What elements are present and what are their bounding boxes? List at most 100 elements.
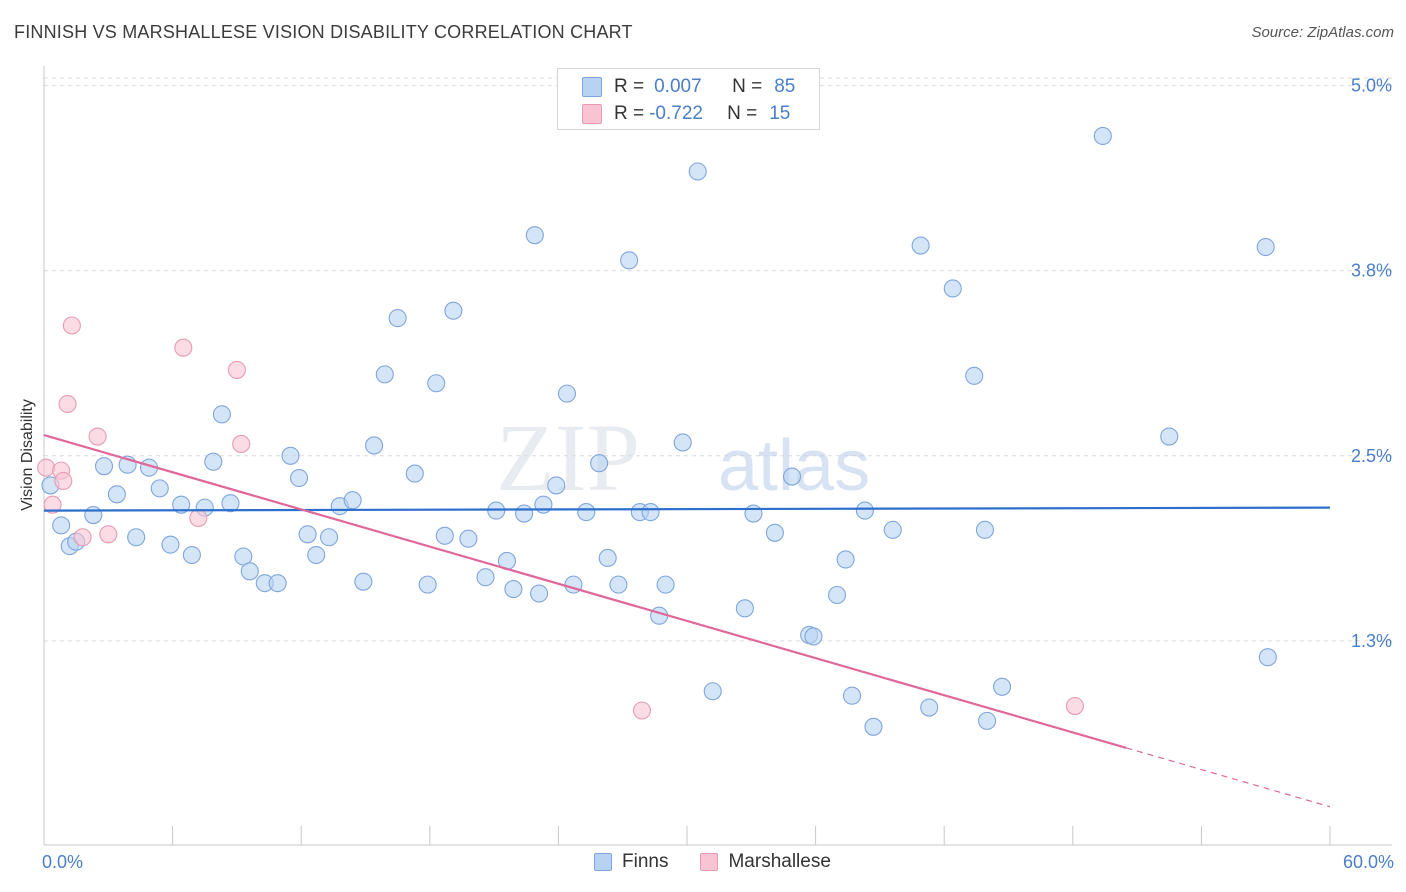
finns-point [842,686,862,705]
finns-point [530,584,549,603]
legend-n-label: N = [732,76,763,97]
legend-label-marshallese: Marshallese [728,851,831,872]
legend-n-value: 15 [769,103,791,124]
legend-n-value: 85 [774,76,796,97]
finns-point [84,505,103,525]
legend-swatch-marshallese [582,104,602,124]
legend-label-finns: Finns [622,851,669,872]
marshallese-point [58,394,77,414]
finns-point [1160,427,1179,446]
finns-point [883,520,902,539]
x-tick-label-max: 60.0% [1342,852,1394,872]
finns-point [598,548,617,568]
marshallese-point [54,471,73,491]
legend-r-label: R = [614,103,645,124]
y-tick-label: 5.0% [1351,76,1392,96]
finns-point [444,301,463,320]
finns-point [765,523,784,542]
finns-point [388,309,407,328]
marshallese-point [174,338,193,357]
finns-point [435,526,454,545]
finns-point [965,366,984,385]
finns-point [943,279,962,298]
finns-point [1258,648,1277,667]
finns-point [978,711,997,730]
y-tick-label: 1.3% [1351,631,1392,651]
y-tick-labels: 1.3% 2.5% 3.8% 5.0% [1351,76,1392,651]
finns-point [525,226,544,245]
finns-point [911,236,930,255]
marshallese-point [632,701,652,720]
marshallese-point [232,434,251,454]
finns-point [212,405,231,424]
marshallese-point [189,508,208,528]
legend-r-value: -0.722 [649,103,703,124]
finns-point [52,516,71,535]
finns-point [547,476,566,495]
finns-trend-line [43,506,1331,512]
finns-point [515,504,534,523]
finns-point [459,529,478,548]
correlation-legend: R = 0.007 N = 85 R = -0.722 N = 15 [557,68,820,130]
marshallese-point [88,427,107,446]
series-marshallese [37,316,1084,720]
finns-point [590,454,609,473]
finns-point [127,528,146,547]
finns-point [782,467,802,486]
series-legend: Finns Marshallese [594,851,863,873]
finns-point [1256,237,1275,257]
finns-point [1093,126,1112,146]
x-tick-label-min: 0.0% [42,852,84,872]
finns-point [418,575,437,594]
finns-point [172,495,191,514]
finns-point [107,485,126,504]
finns-point [673,433,692,452]
finns-point [365,436,384,455]
legend-swatch-finns [582,77,602,97]
finns-point [920,698,939,717]
finns-point [975,520,994,539]
legend-entry-finns[interactable]: Finns [594,851,668,873]
finns-point [204,452,223,471]
marshallese-point [37,458,56,477]
y-tick-label: 3.8% [1351,261,1392,281]
legend-swatch-marshallese [700,853,719,871]
finns-point [307,545,326,565]
finns-point [290,468,309,488]
finns-point [864,717,883,736]
finns-point [534,495,553,514]
finns-point [993,677,1012,696]
finns-point [298,525,317,544]
finns-point [476,568,495,587]
marshallese-point [62,316,81,335]
finns-point [641,503,660,522]
finns-point [504,580,523,599]
trend-lines [43,434,1331,808]
finns-point [744,504,763,523]
marshallese-point [1065,697,1084,716]
legend-entry-marshallese[interactable]: Marshallese [700,851,831,873]
finns-point [343,491,362,510]
marshallese-trend-extension [1126,747,1331,808]
chart-source: Source: ZipAtlas.com [1251,24,1394,41]
legend-row-finns: R = 0.007 N = 85 [582,74,795,100]
finns-point [320,528,339,547]
finns-point [557,384,577,403]
finns-point [650,606,669,625]
legend-row-marshallese: R = -0.722 N = 15 [582,101,790,127]
finns-point [281,446,300,465]
watermark-atlas: atlas [718,426,870,506]
finns-point [688,162,707,181]
finns-point [405,464,424,483]
chart-title: FINNISH VS MARSHALLESE VISION DISABILITY… [14,22,633,42]
watermark: ZIP atlas [496,404,870,511]
y-axis-label: Vision Disability [19,399,36,511]
marshallese-point [227,360,246,379]
finns-point [855,501,874,520]
y-tick-label: 2.5% [1351,446,1392,466]
finns-point [240,562,259,581]
finns-point [94,457,114,476]
finns-point [735,599,754,618]
finns-point [427,374,446,393]
